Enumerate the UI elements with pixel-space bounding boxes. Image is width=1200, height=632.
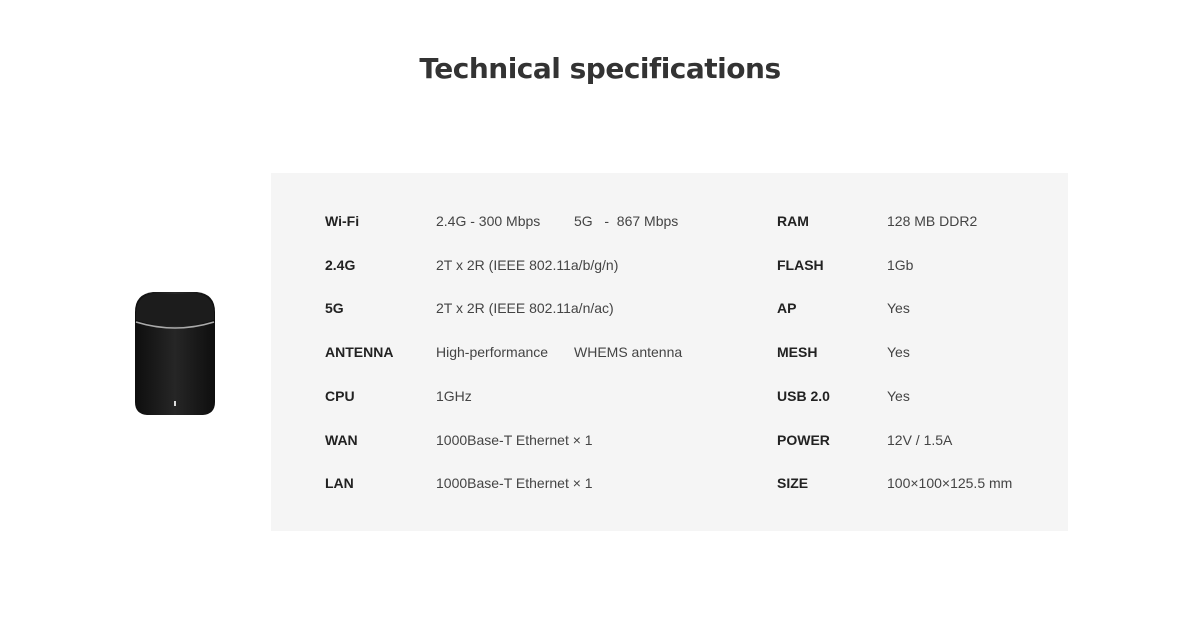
spec-label: AP: [777, 300, 797, 317]
spec-label: MESH: [777, 344, 818, 361]
spec-value-secondary: 5G - 867 Mbps: [574, 213, 679, 229]
spec-value: 1000Base-T Ethernet × 1: [436, 475, 593, 492]
spec-value: Yes: [887, 344, 910, 361]
spec-label: FLASH: [777, 256, 824, 273]
spec-label: 2.4G: [325, 256, 356, 273]
router-image: [135, 292, 215, 415]
spec-value: 100×100×125.5 mm: [887, 475, 1013, 492]
spec-label: ANTENNA: [325, 344, 394, 361]
spec-value: 1Gb: [887, 256, 914, 273]
spec-label: CPU: [325, 387, 355, 404]
spec-value: 1000Base-T Ethernet × 1: [436, 431, 593, 448]
page-title: Technical specifications: [419, 52, 781, 85]
spec-value: 12V / 1.5A: [887, 431, 953, 448]
spec-label: POWER: [777, 431, 830, 448]
spec-label: Wi-Fi: [325, 213, 360, 229]
spec-label: SIZE: [777, 475, 809, 492]
spec-label: WAN: [325, 431, 358, 448]
spec-value: 2T x 2R (IEEE 802.11a/n/ac): [436, 300, 614, 317]
spec-value: Yes: [887, 300, 910, 317]
specs-panel: Wi-Fi 2.4G - 300 Mbps 5G - 867 Mbps 2.4G 2T …: [271, 173, 1068, 531]
spec-label: USB 2.0: [777, 387, 830, 404]
spec-label: RAM: [777, 213, 809, 229]
spec-label: 5G: [325, 300, 344, 317]
spec-value: 2T x 2R (IEEE 802.11a/b/g/n): [436, 256, 619, 273]
spec-value: High-performance: [436, 344, 549, 361]
spec-label: LAN: [325, 475, 354, 492]
spec-value: Yes: [887, 387, 910, 404]
spec-value: 1GHz: [436, 387, 472, 404]
spec-value-secondary: WHEMS antenna: [574, 344, 683, 361]
spec-value: 2.4G - 300 Mbps: [436, 213, 541, 229]
spec-value: 128 MB DDR2: [887, 213, 978, 229]
